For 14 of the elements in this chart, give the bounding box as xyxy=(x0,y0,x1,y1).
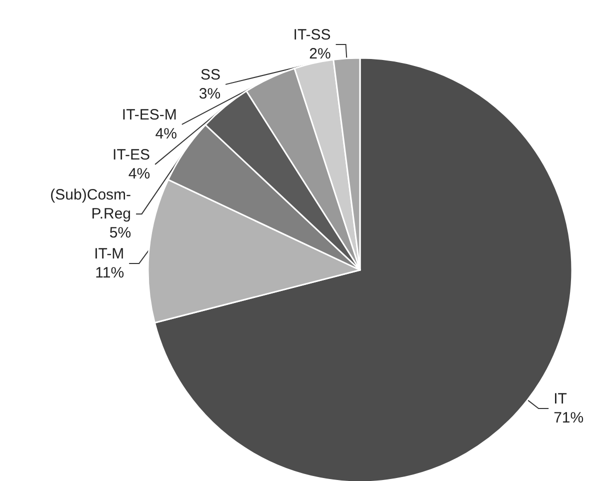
slice-label: IT-ES-M xyxy=(122,106,177,124)
slice-label: (Sub)Cosm- P.Reg xyxy=(50,186,132,222)
data-label: 2% xyxy=(309,45,331,62)
data-label: 11% xyxy=(95,264,124,282)
slice-label: IT-ES xyxy=(112,146,150,164)
data-label: 3% xyxy=(198,85,221,102)
slice-label: IT-SS xyxy=(293,26,331,44)
data-label: 5% xyxy=(109,224,132,242)
slice-label: IT-M xyxy=(94,245,124,262)
data-label: 4% xyxy=(155,125,177,142)
slice-label: IT xyxy=(554,390,567,408)
slice-label: SS xyxy=(200,66,221,84)
data-label: 71% xyxy=(554,410,584,427)
data-label: 4% xyxy=(128,165,150,182)
